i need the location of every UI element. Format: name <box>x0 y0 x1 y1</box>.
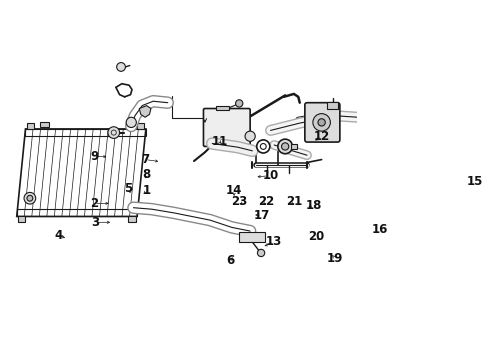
Text: 5: 5 <box>124 182 132 195</box>
Bar <box>327 102 337 109</box>
Bar <box>18 216 25 222</box>
Bar <box>215 105 228 110</box>
Text: 22: 22 <box>258 195 274 208</box>
Circle shape <box>317 119 325 126</box>
Bar <box>239 232 264 242</box>
Circle shape <box>277 139 292 154</box>
Circle shape <box>126 117 136 127</box>
Circle shape <box>24 192 36 204</box>
Text: 18: 18 <box>305 199 322 212</box>
Circle shape <box>281 143 288 150</box>
Text: 14: 14 <box>225 184 242 197</box>
Text: 21: 21 <box>286 195 302 208</box>
Text: 4: 4 <box>55 229 63 242</box>
Text: 1: 1 <box>142 184 150 197</box>
Bar <box>290 144 296 149</box>
Text: 9: 9 <box>90 150 98 163</box>
Text: 11: 11 <box>211 135 227 148</box>
Circle shape <box>244 131 255 141</box>
Text: 3: 3 <box>91 216 100 229</box>
Circle shape <box>27 195 33 201</box>
Bar <box>137 123 144 129</box>
Text: 15: 15 <box>466 175 482 188</box>
Text: 13: 13 <box>265 235 282 248</box>
Text: 23: 23 <box>231 195 247 208</box>
Circle shape <box>108 127 120 139</box>
Text: 16: 16 <box>371 223 387 236</box>
Polygon shape <box>139 105 151 117</box>
Circle shape <box>235 100 243 107</box>
Text: 20: 20 <box>307 230 323 243</box>
Bar <box>40 122 49 127</box>
Bar <box>128 216 135 222</box>
Text: 12: 12 <box>313 130 329 143</box>
Text: 10: 10 <box>262 169 278 182</box>
Text: 17: 17 <box>253 208 269 221</box>
Text: 6: 6 <box>226 254 234 267</box>
Text: 2: 2 <box>90 197 98 210</box>
Text: 19: 19 <box>326 252 342 265</box>
FancyBboxPatch shape <box>304 103 339 142</box>
Circle shape <box>257 249 264 257</box>
Bar <box>27 123 34 129</box>
Text: 7: 7 <box>141 153 149 166</box>
Circle shape <box>117 63 125 71</box>
Circle shape <box>312 114 330 131</box>
Text: 8: 8 <box>142 168 150 181</box>
FancyBboxPatch shape <box>203 108 250 147</box>
